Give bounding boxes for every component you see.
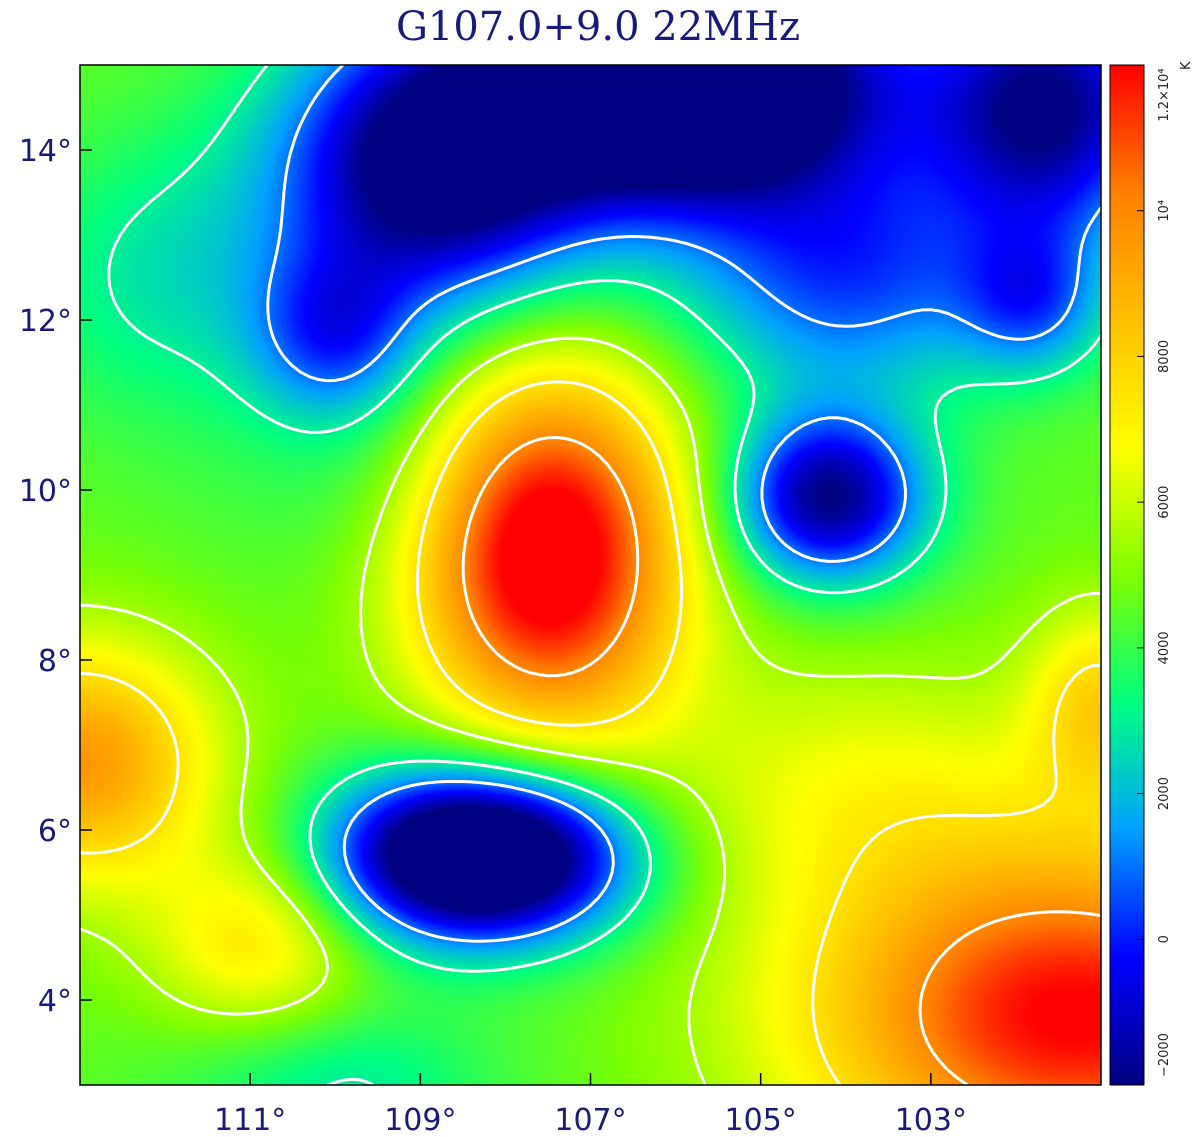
colorbar-tick-label: 0 (1157, 935, 1172, 943)
chart-title: G107.0+9.0 22MHz (396, 4, 800, 50)
y-tick-label: 10° (19, 474, 72, 509)
contour-lines (80, 65, 1101, 1085)
colorbar: −2000 0 2000 4000 6000 8000 10⁴ 1.2×10⁴ K (1109, 61, 1194, 1086)
y-axis: 14° 12° 10° 8° 6° 4° (19, 134, 92, 1019)
x-tick-label: 103° (895, 1103, 967, 1137)
colorbar-gradient (1109, 64, 1145, 1086)
contour-level-2 (80, 336, 1101, 1085)
contour-level-1 (107, 65, 1101, 1085)
colorbar-tick-label: 10⁴ (1157, 200, 1172, 222)
x-tick-label: 105° (725, 1103, 797, 1137)
heatmap-image (80, 65, 1101, 1085)
x-tick-label: 107° (554, 1103, 626, 1137)
colorbar-tick-label: 4000 (1157, 631, 1172, 664)
x-axis: 111° 109° 107° 105° 103° (214, 1073, 967, 1137)
colorbar-ticks: −2000 0 2000 4000 6000 8000 10⁴ 1.2×10⁴ (1137, 64, 1172, 1086)
colorbar-tick-label: −2000 (1157, 1033, 1172, 1077)
colorbar-unit: K (1179, 61, 1194, 70)
contour-level-0 (266, 65, 1101, 943)
y-tick-label: 8° (38, 644, 72, 679)
heatmap-area (80, 65, 1101, 1085)
colorbar-tick-label: 6000 (1157, 486, 1172, 519)
y-tick-label: 4° (38, 984, 72, 1019)
contour-level-3 (80, 380, 1101, 1085)
x-tick-label: 111° (214, 1103, 286, 1137)
y-tick-label: 12° (19, 304, 72, 339)
colorbar-tick-label: 2000 (1157, 777, 1172, 810)
x-tick-label: 109° (384, 1103, 456, 1137)
y-tick-label: 6° (38, 814, 72, 849)
y-tick-label: 14° (19, 134, 72, 169)
contour-level-4 (461, 436, 1101, 1085)
colorbar-tick-label: 1.2×10⁴ (1157, 68, 1172, 121)
colorbar-tick-label: 8000 (1157, 340, 1172, 373)
